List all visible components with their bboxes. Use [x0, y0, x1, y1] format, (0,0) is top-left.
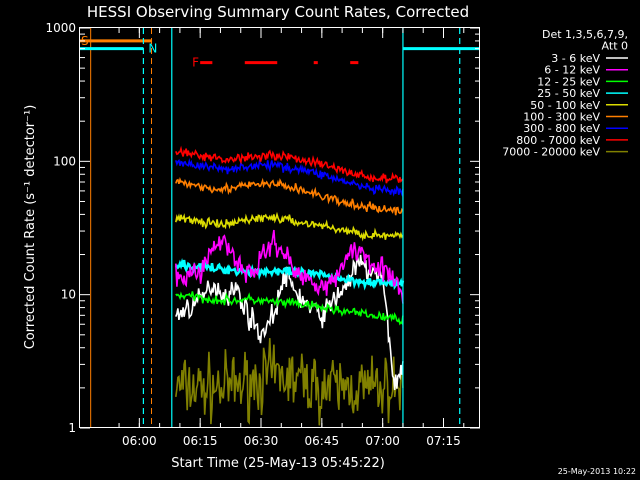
- legend-entry: 25 - 50 keV: [537, 87, 600, 100]
- x-axis: 06:00 06:15 06:30 06:45 07:00 07:15: [118, 28, 465, 448]
- series-line: [175, 291, 404, 326]
- legend-entry: 6 - 12 keV: [544, 64, 600, 77]
- y-tick-label: 1000: [45, 21, 76, 35]
- y-tick-label: 100: [53, 154, 76, 168]
- flare-label: F: [192, 56, 199, 70]
- series-line: [175, 254, 404, 391]
- legend-entry: 7000 - 20000 keV: [502, 146, 600, 159]
- chart-title: HESSI Observing Summary Count Rates, Cor…: [87, 3, 469, 21]
- series-line: [174, 258, 405, 291]
- plot-frame: [79, 27, 480, 428]
- legend-header: Att 0: [602, 40, 628, 53]
- x-tick-label: 07:15: [426, 434, 461, 448]
- legend-entry: 800 - 7000 keV: [516, 134, 600, 147]
- date-stamp: 25-May-2013 10:22: [558, 467, 636, 476]
- y-axis-label: Corrected Count Rate (s⁻¹ detector⁻¹): [23, 105, 38, 350]
- series-line: [175, 176, 404, 216]
- x-tick-label: 06:30: [244, 434, 279, 448]
- series-line: [175, 338, 404, 426]
- x-tick-label: 06:00: [122, 434, 157, 448]
- x-tick-label: 07:00: [365, 434, 400, 448]
- series-line: [175, 229, 404, 304]
- series-traces: [174, 145, 405, 426]
- series-line: [175, 145, 404, 184]
- legend-entry: 50 - 100 keV: [530, 99, 600, 112]
- y-axis: 1 10 100 1000: [45, 21, 480, 435]
- night-label: N: [148, 42, 157, 56]
- state-markers: SNF: [80, 28, 480, 428]
- x-tick-label: 06:15: [183, 434, 218, 448]
- x-axis-label: Start Time (25-May-13 05:45:22): [171, 456, 385, 471]
- series-line: [175, 158, 404, 197]
- legend-header: Det 1,3,5,6,7,9,: [542, 28, 628, 41]
- legend-entry: 12 - 25 keV: [537, 75, 600, 88]
- y-tick-label: 10: [61, 288, 76, 302]
- legend-entry: 3 - 6 keV: [551, 52, 600, 65]
- series-line: [175, 211, 404, 242]
- legend-entry: 300 - 800 keV: [523, 122, 600, 135]
- legend-entry: 100 - 300 keV: [523, 111, 600, 124]
- x-tick-label: 06:45: [305, 434, 340, 448]
- y-tick-label: 1: [68, 421, 76, 435]
